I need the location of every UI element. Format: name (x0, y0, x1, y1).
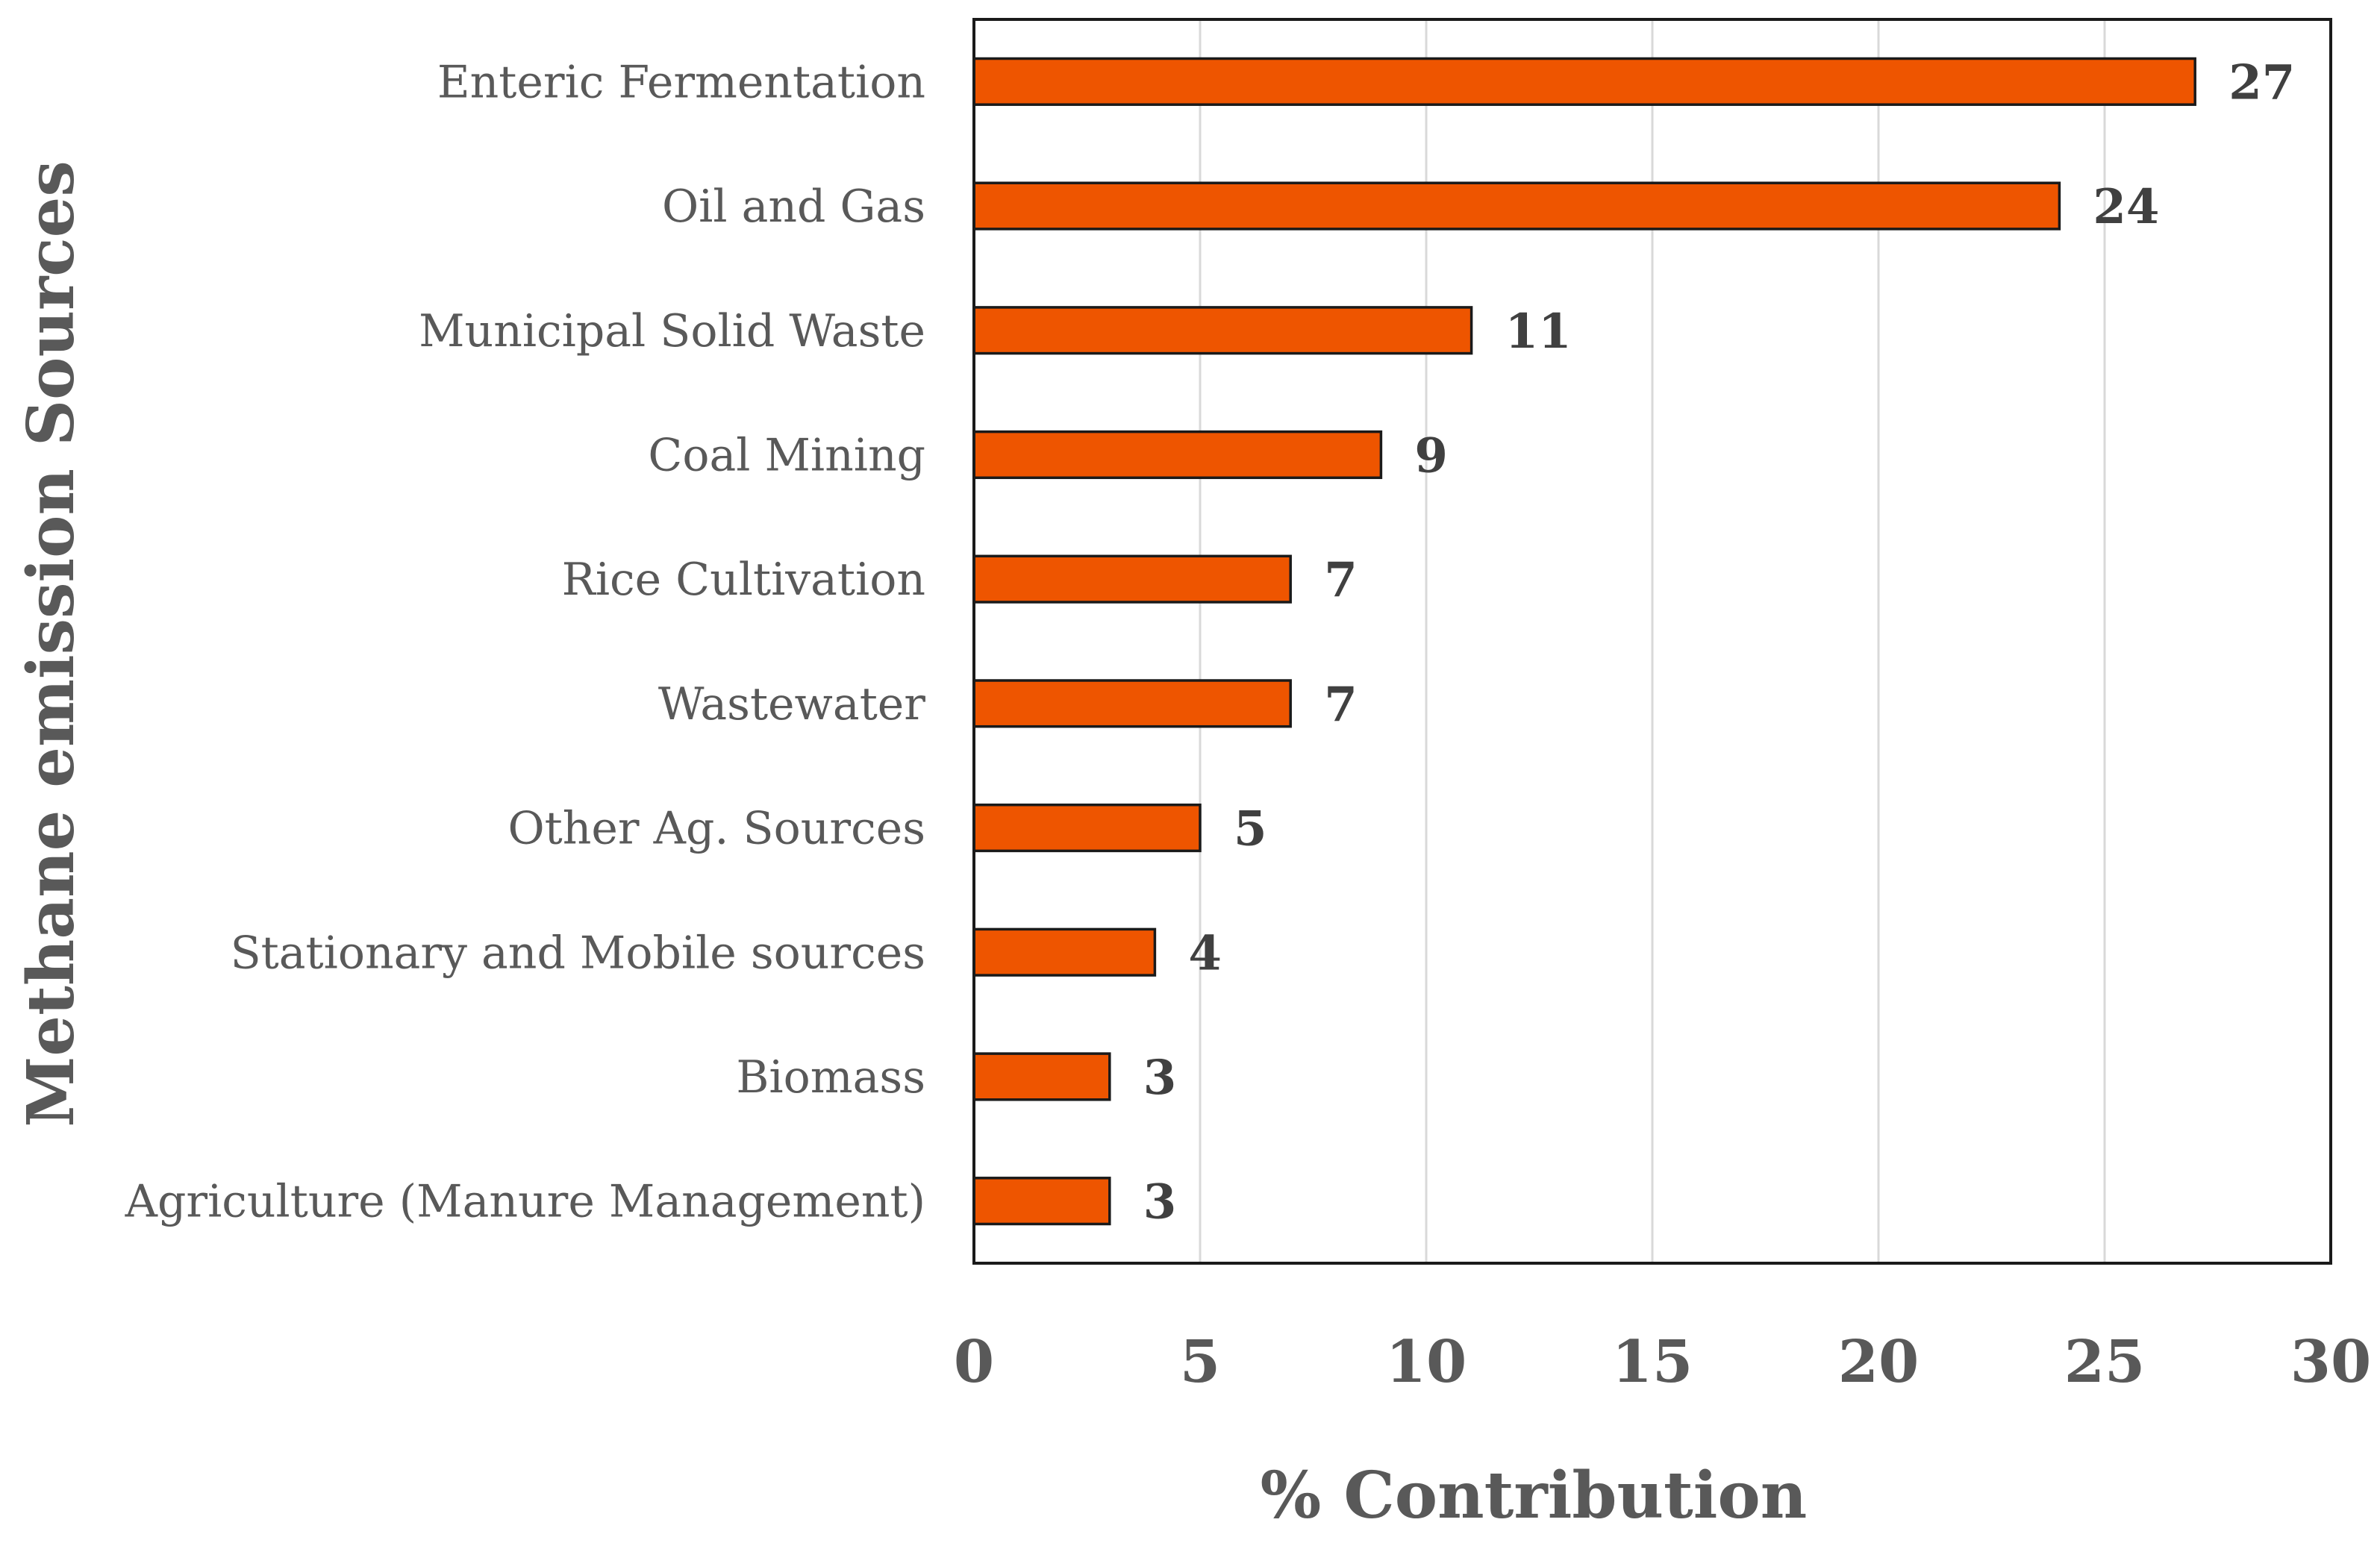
category-label: Oil and Gas (662, 181, 925, 233)
data-label: 24 (2093, 179, 2159, 235)
bar (972, 554, 1292, 604)
data-label: 11 (1505, 304, 1572, 360)
bar (972, 57, 2196, 106)
data-label: 5 (1234, 801, 1267, 857)
data-label: 4 (1188, 925, 1222, 981)
category-label: Enteric Fermentation (437, 56, 925, 108)
bar (972, 927, 1157, 977)
bar (972, 181, 2061, 231)
bar (972, 1052, 1111, 1101)
y-axis-title: Methane emission Sources (13, 160, 89, 1127)
data-label: 3 (1143, 1174, 1177, 1230)
data-label: 7 (1324, 677, 1358, 733)
category-label: Wastewater (658, 678, 925, 730)
x-tick-label: 25 (2064, 1328, 2146, 1396)
bar (972, 803, 1202, 853)
category-label: Stationary and Mobile sources (231, 927, 925, 979)
x-tick-label: 20 (1838, 1328, 1920, 1396)
x-tick-label: 10 (1386, 1328, 1467, 1396)
x-tick-label: 5 (1180, 1328, 1220, 1396)
x-axis-title: % Contribution (1261, 1458, 1808, 1533)
category-label: Other Ag. Sources (507, 803, 925, 855)
category-label: Municipal Solid Waste (419, 305, 925, 357)
data-labels: 27 24 11 9 7 7 5 4 3 3 (1143, 54, 2295, 1230)
category-label: Coal Mining (648, 429, 925, 481)
data-label: 9 (1414, 428, 1448, 483)
category-label: Biomass (736, 1051, 925, 1104)
bar (972, 1177, 1111, 1226)
plot-frame (972, 18, 2332, 1265)
category-labels: Enteric Fermentation Oil and Gas Municipal… (125, 56, 926, 1227)
category-label: Rice Cultivation (562, 554, 925, 606)
category-label: Agriculture (Manure Management) (125, 1176, 925, 1228)
bar (972, 430, 1383, 480)
bar (972, 306, 1473, 355)
bar (972, 679, 1292, 728)
x-tick-label: 30 (2290, 1328, 2372, 1396)
x-tick-label: 0 (954, 1328, 994, 1396)
x-tick-label: 15 (1612, 1328, 1693, 1396)
data-label: 3 (1143, 1050, 1177, 1106)
data-label: 7 (1324, 552, 1358, 608)
data-label: 27 (2228, 54, 2295, 110)
x-tick-labels: 0 5 10 15 20 25 30 (954, 1328, 2371, 1396)
